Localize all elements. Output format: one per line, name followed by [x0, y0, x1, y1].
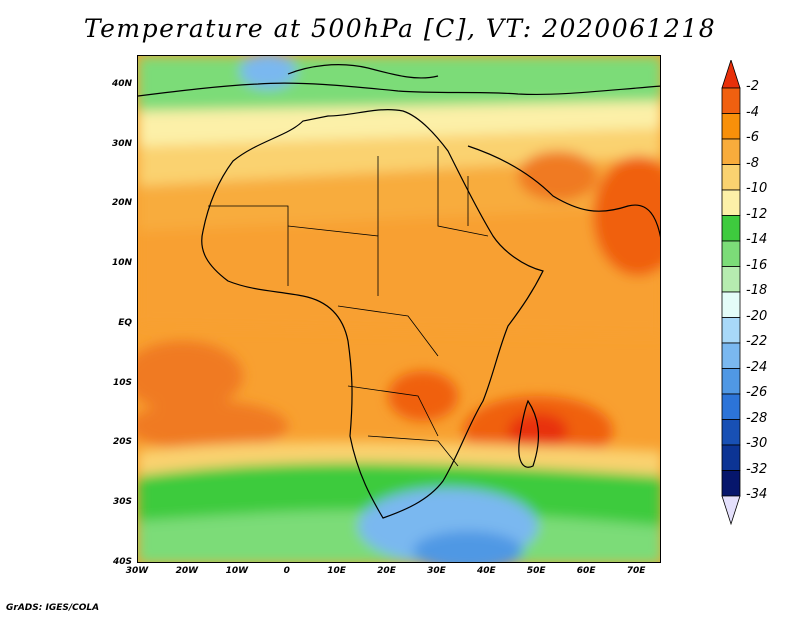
colorbar-swatch — [721, 317, 741, 344]
colorbar-tick-label: -18 — [746, 283, 768, 298]
latitude-tick-label: 10S — [112, 377, 132, 388]
hotspot-arabia — [518, 151, 598, 201]
colorbar-tick-label: -2 — [746, 79, 759, 94]
country-borders — [208, 146, 489, 467]
colorbar-swatch — [721, 444, 741, 471]
colorbar-swatch — [721, 291, 741, 318]
hotspot-atlantic — [138, 341, 243, 411]
latitude-tick-label: 30S — [112, 497, 132, 508]
band-north-yellow — [138, 101, 660, 151]
colorbar-swatches — [721, 58, 741, 526]
colorbar-tick-label: -16 — [746, 257, 768, 273]
longitude-tick-label: 40E — [476, 566, 496, 576]
colorbar-swatch — [721, 470, 741, 497]
temperature-map — [137, 55, 661, 563]
colorbar-tick-label: -34 — [746, 487, 768, 502]
grads-credit: GrADS: IGES/COLA — [6, 603, 100, 613]
colorbar-tick-label: -10 — [746, 181, 768, 196]
band-sahel-warm — [138, 206, 660, 336]
colorbar-swatch — [721, 266, 741, 293]
colorbar-tick-label: -4 — [746, 104, 759, 120]
colorbar-tick-label: -32 — [746, 461, 768, 477]
cold-pool-north — [240, 56, 296, 89]
colorbar — [721, 58, 741, 564]
longitude-tick-label: 20W — [175, 566, 199, 576]
longitude-tick-label: 50E — [526, 566, 546, 576]
colorbar-swatch — [721, 368, 741, 395]
colorbar-tick-label: -22 — [746, 334, 768, 349]
colorbar-swatch — [721, 189, 741, 216]
coastlines — [138, 64, 660, 519]
chart-title: Temperature at 500hPa [C], VT: 202006121… — [83, 14, 717, 43]
colorbar-tick-label: -12 — [746, 206, 768, 222]
colorbar-swatch — [721, 419, 741, 446]
colorbar-tick-label: -24 — [746, 359, 768, 375]
latitude-tick-label: 20N — [111, 198, 132, 209]
longitude-tick-label: 0 — [283, 566, 290, 576]
hotspot-south-africa — [388, 371, 458, 421]
colorbar-swatch — [721, 138, 741, 165]
colorbar-tick-label: -26 — [746, 385, 768, 400]
colorbar-tick-label: -8 — [746, 155, 759, 171]
hotspot-atlantic-south — [138, 401, 288, 451]
longitude-tick-label: 30E — [427, 566, 446, 576]
colorbar-tick-label: -30 — [746, 436, 768, 451]
colorbar-swatch — [721, 342, 741, 369]
longitude-tick-label: 60E — [576, 566, 596, 576]
longitude-tick-label: 70E — [626, 566, 646, 576]
colorbar-swatch — [721, 113, 741, 140]
colorbar-tick-label: -14 — [746, 232, 768, 247]
latitude-tick-label: 10N — [111, 258, 132, 269]
colorbar-tick-label: -28 — [746, 410, 768, 426]
latitude-tick-label: EQ — [118, 317, 132, 328]
colorbar-swatch — [721, 393, 741, 420]
colorbar-swatch — [721, 240, 741, 267]
longitude-tick-label: 10E — [327, 566, 346, 576]
colorbar-top-arrow — [721, 58, 741, 89]
colorbar-bottom-arrow — [721, 495, 741, 526]
longitude-tick-label: 10W — [225, 566, 249, 576]
colorbar-swatch — [721, 215, 741, 242]
colorbar-tick-label: -20 — [746, 308, 768, 324]
colorbar-swatch — [721, 87, 741, 114]
colorbar-swatch — [721, 164, 741, 191]
cold-pool-south-core — [413, 531, 523, 562]
latitude-tick-label: 40S — [112, 557, 132, 567]
latitude-tick-label: 20S — [112, 437, 132, 448]
colorbar-tick-label: -6 — [746, 130, 759, 145]
latitude-tick-label: 30N — [111, 138, 132, 149]
longitude-tick-label: 30W — [125, 566, 149, 576]
hotspot-india — [593, 156, 660, 276]
longitude-tick-label: 20E — [377, 566, 396, 576]
latitude-tick-label: 40N — [111, 78, 132, 89]
